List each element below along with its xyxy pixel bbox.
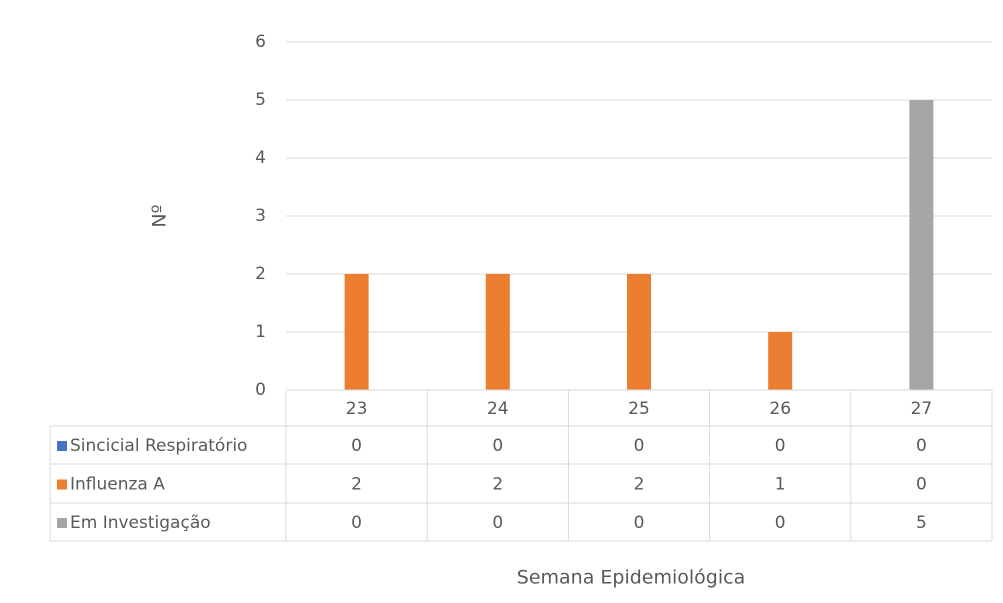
y-tick-label: 6: [255, 32, 266, 52]
y-tick-label: 1: [255, 322, 266, 342]
data-label: 0: [916, 475, 927, 495]
data-label: 0: [634, 513, 645, 533]
y-tick-label: 3: [255, 206, 266, 226]
bar-influenza-a-26: [768, 332, 793, 390]
category-label: 24: [487, 399, 509, 419]
legend-key: [57, 441, 67, 451]
data-label: 2: [634, 475, 645, 495]
category-label: 27: [911, 399, 933, 419]
data-label: 0: [351, 436, 362, 456]
data-label: 5: [916, 513, 927, 533]
data-label: 1: [775, 475, 786, 495]
data-label: 0: [492, 513, 503, 533]
y-axis-title: Nº: [149, 204, 171, 227]
series-name: Influenza A: [70, 475, 165, 495]
y-tick-label: 0: [255, 380, 266, 400]
series-name: Em Investigação: [70, 513, 211, 533]
y-tick-label: 4: [255, 148, 266, 168]
data-label: 0: [351, 513, 362, 533]
bar-influenza-a-25: [627, 274, 651, 390]
data-label: 0: [916, 436, 927, 456]
category-label: 23: [346, 399, 368, 419]
data-table-rows: Sincicial Respiratório 0 0 0 0 0 Influenza A 2 2…: [57, 436, 927, 533]
data-label: 0: [775, 436, 786, 456]
bar-em-investiga-o-27: [909, 100, 934, 390]
data-label: 0: [492, 436, 503, 456]
category-label: 25: [628, 399, 650, 419]
bar-influenza-a-23: [344, 274, 369, 390]
category-label: 26: [769, 399, 791, 419]
legend-key: [57, 479, 67, 490]
y-axis-ticks: 0 1 2 3 4 5 6: [255, 32, 266, 400]
y-tick-label: 2: [255, 264, 266, 284]
x-axis-title: Semana Epidemiológica: [517, 567, 745, 589]
gridlines: [286, 41, 992, 333]
data-label: 2: [492, 475, 503, 495]
data-table-grid: [49, 389, 993, 542]
data-label: 0: [634, 436, 645, 456]
series-name: Sincicial Respiratório: [70, 436, 247, 456]
data-label: 2: [351, 475, 362, 495]
data-table-categories: 23 24 25 26 27: [346, 399, 932, 419]
data-label: 0: [775, 513, 786, 533]
bars: [344, 100, 934, 390]
y-tick-label: 5: [255, 90, 266, 110]
legend-key: [57, 518, 67, 528]
bar-influenza-a-24: [485, 274, 510, 390]
